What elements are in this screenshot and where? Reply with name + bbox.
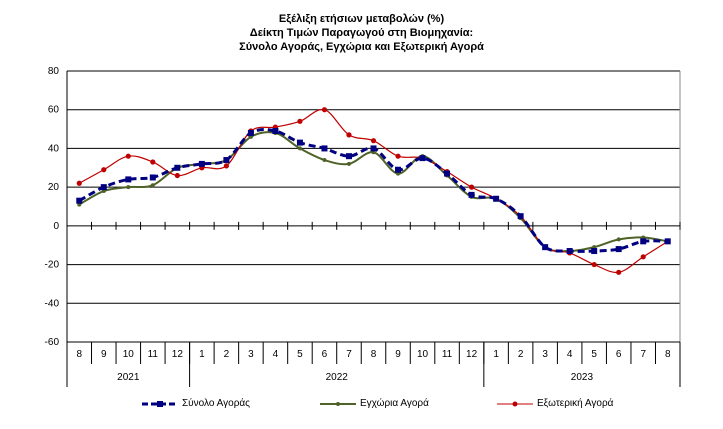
data-point-total [149, 174, 156, 181]
x-tick-label: 12 [466, 349, 478, 360]
legend-label-external: Εξωτερική Αγορά [537, 398, 614, 409]
x-tick-label: 6 [322, 349, 328, 360]
data-point-external [468, 184, 475, 190]
series-line-2 [78, 108, 669, 274]
data-point-external [125, 153, 131, 159]
x-tick-label: 7 [640, 349, 646, 360]
x-tick-label: 7 [346, 349, 352, 360]
data-point-total [296, 139, 303, 146]
legend-label-domestic: Εγχώρια Αγορά [360, 398, 429, 409]
data-point-total [76, 197, 83, 204]
x-tick-label: 3 [248, 349, 254, 360]
data-point-external [76, 180, 82, 186]
data-point-total [100, 184, 107, 191]
data-point-total [468, 191, 475, 198]
year-label: 2021 [117, 372, 140, 383]
data-point-external [640, 254, 646, 260]
legend-label-total: Σύνολο Αγοράς [182, 398, 250, 409]
y-tick-label: -40 [45, 298, 60, 309]
data-point-total [174, 164, 181, 171]
data-point-total [591, 248, 598, 255]
data-point-external [223, 163, 229, 169]
data-point-external [591, 261, 597, 268]
x-tick-label: 9 [395, 349, 401, 360]
data-point-total [198, 160, 205, 167]
x-tick-label: 4 [273, 349, 279, 360]
x-tick-label: 2 [224, 349, 230, 360]
year-label: 2023 [571, 372, 594, 383]
x-tick-label: 10 [417, 349, 429, 360]
data-point-total [370, 145, 377, 152]
data-point-external [297, 118, 303, 124]
data-point-total [223, 157, 230, 164]
x-tick-label: 1 [493, 349, 499, 360]
data-point-domestic [150, 183, 155, 188]
data-point-total [419, 155, 426, 162]
x-tick-label: 5 [591, 349, 597, 360]
x-tick-label: 2 [518, 349, 524, 360]
data-point-total [444, 170, 451, 177]
y-tick-label: 0 [53, 221, 59, 232]
x-tick-label: 4 [567, 349, 573, 360]
legend-swatch-external [497, 401, 533, 406]
x-tick-label: 1 [199, 349, 205, 360]
legend-item-external: Εξωτερική Αγορά [497, 398, 613, 409]
y-tick-label: -20 [45, 260, 60, 271]
x-tick-label: 8 [371, 349, 377, 360]
data-point-domestic [616, 237, 621, 242]
y-tick-label: 80 [48, 66, 60, 77]
data-point-external [395, 153, 401, 159]
x-tick-label: 5 [297, 349, 303, 360]
year-label: 2022 [326, 372, 349, 383]
data-point-total [566, 248, 573, 255]
data-point-total [321, 145, 328, 152]
x-tick-label: 8 [665, 349, 671, 360]
data-point-total [615, 246, 622, 253]
chart-title-line-2: Δείκτη Τιμών Παραγωγού στη Βιομηχανία: [249, 27, 474, 39]
data-point-external [150, 159, 156, 165]
data-point-external [174, 172, 180, 179]
data-point-external [346, 132, 352, 138]
chart-title-line-1: Εξέλιξη ετήσιων μεταβολών (%) [278, 13, 445, 25]
data-point-domestic [322, 158, 327, 163]
y-tick-label: 60 [48, 105, 60, 116]
x-tick-label: 8 [76, 349, 82, 360]
data-point-domestic [346, 161, 351, 166]
data-point-external [321, 107, 328, 113]
legend-swatch-total [142, 400, 178, 407]
data-point-total [517, 213, 524, 220]
data-point-external [616, 269, 622, 275]
y-tick-label: 40 [48, 143, 60, 154]
data-point-total [542, 244, 549, 251]
data-point-total [640, 238, 647, 245]
data-point-total [272, 128, 279, 135]
x-tick-label: 10 [123, 349, 135, 360]
data-point-external [101, 167, 107, 173]
x-tick-label: 9 [101, 349, 107, 360]
data-point-total [125, 176, 132, 183]
data-point-total [247, 129, 254, 136]
y-tick-label: 20 [48, 182, 60, 193]
data-point-total [345, 153, 352, 160]
data-point-domestic [297, 146, 302, 151]
y-tick-label: -60 [45, 337, 60, 348]
x-tick-label: 6 [616, 349, 622, 360]
x-tick-label: 3 [542, 349, 548, 360]
data-point-total [395, 166, 402, 173]
x-tick-label: 12 [172, 349, 184, 360]
legend-swatch-domestic [320, 401, 356, 406]
data-point-domestic [126, 185, 131, 190]
legend-item-total: Σύνολο Αγοράς [142, 398, 250, 409]
x-tick-label: 11 [148, 349, 159, 360]
data-point-total [493, 195, 500, 202]
data-point-total [664, 238, 671, 245]
x-tick-label: 11 [442, 349, 453, 360]
data-point-external [370, 138, 377, 144]
chart-title-line-3: Σύνολο Αγοράς, Εγχώρια και Εξωτερική Αγο… [239, 41, 484, 53]
legend-item-domestic: Εγχώρια Αγορά [320, 398, 429, 409]
